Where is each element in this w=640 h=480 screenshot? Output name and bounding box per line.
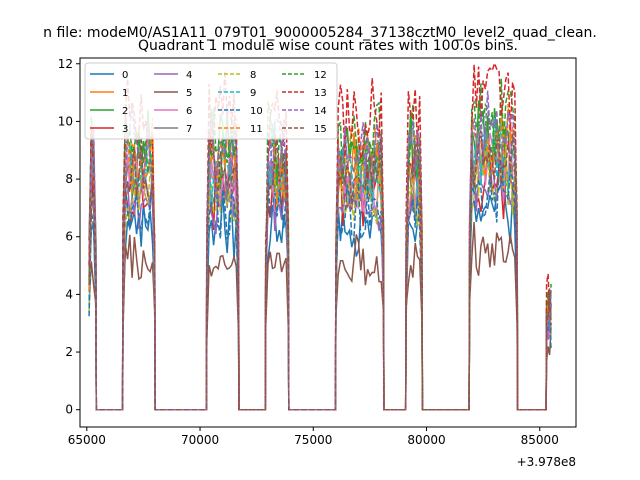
- series-line-9: [88, 117, 552, 411]
- series-line-14: [88, 90, 552, 411]
- x-offset-label: +3.978e8: [517, 455, 576, 469]
- series-line-0: [88, 172, 552, 411]
- series-line-6: [88, 125, 552, 411]
- legend-label: 4: [186, 70, 192, 81]
- series-line-10: [88, 158, 552, 411]
- legend-label: 15: [314, 124, 327, 135]
- legend-label: 9: [250, 88, 256, 99]
- y-tick-label: 8: [65, 172, 73, 186]
- legend-label: 10: [250, 106, 263, 117]
- y-tick-label: 10: [58, 114, 73, 128]
- figure-suptitle: n file: modeM0/AS1A11_079T01_9000005284_…: [43, 25, 597, 41]
- x-tick-label: 75000: [294, 433, 332, 447]
- y-tick-label: 2: [65, 345, 73, 359]
- legend-label: 2: [122, 106, 128, 117]
- chart-title: Quadrant 1 module wise count rates with …: [138, 38, 518, 54]
- series-line-11: [88, 103, 552, 411]
- y-axis: 0 2 4 6 8 10 12: [58, 57, 80, 417]
- y-tick-label: 12: [58, 57, 73, 71]
- legend-box: [84, 62, 338, 140]
- series-line-15: [88, 130, 552, 411]
- series-line-13: [88, 61, 552, 411]
- x-tick-label: 65000: [68, 433, 106, 447]
- legend-label: 14: [314, 106, 327, 117]
- legend-label: 3: [122, 124, 128, 135]
- legend-label: 12: [314, 70, 327, 81]
- y-tick-label: 6: [65, 230, 73, 244]
- y-tick-label: 0: [65, 403, 73, 417]
- y-tick-label: 4: [65, 287, 73, 301]
- legend-label: 1: [122, 88, 128, 99]
- legend-label: 11: [250, 124, 263, 135]
- x-tick-label: 70000: [181, 433, 219, 447]
- x-axis: 65000 70000 75000 80000 85000: [68, 427, 559, 447]
- series-line-3: [88, 149, 552, 411]
- x-tick-label: 85000: [521, 433, 559, 447]
- legend-label: 13: [314, 88, 327, 99]
- legend-label: 8: [250, 70, 256, 81]
- legend-label: 7: [186, 124, 192, 135]
- legend-label: 0: [122, 70, 128, 81]
- legend-label: 5: [186, 88, 192, 99]
- plot-frame: [79, 57, 577, 428]
- legend-label: 6: [186, 106, 192, 117]
- x-tick-label: 80000: [407, 433, 445, 447]
- series-line-5: [88, 222, 552, 411]
